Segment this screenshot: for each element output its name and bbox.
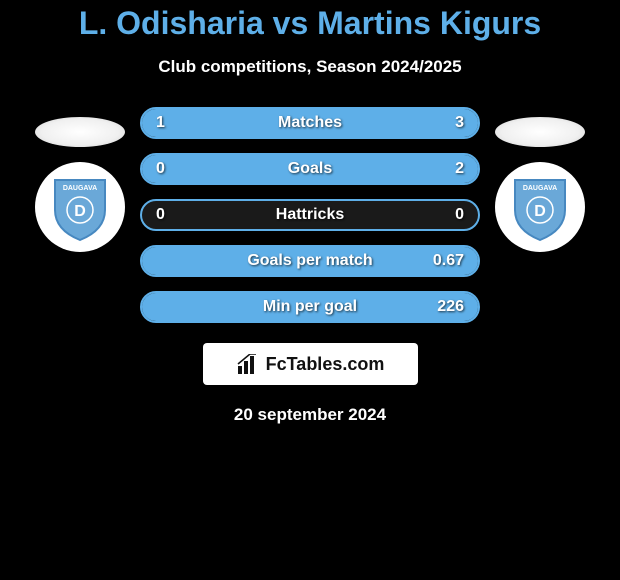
stat-fill-left	[142, 109, 226, 137]
stat-value-right: 2	[455, 160, 464, 178]
stat-value-left: 1	[156, 114, 165, 132]
stat-bar: 1 Matches 3	[140, 107, 480, 139]
stat-value-left: 0	[156, 206, 165, 224]
stat-value-right: 3	[455, 114, 464, 132]
chart-icon	[236, 354, 260, 374]
stat-bar: 0 Goals 2	[140, 153, 480, 185]
svg-text:D: D	[74, 203, 86, 220]
stat-label: Matches	[278, 114, 342, 132]
shield-icon: DAUGAVA D	[50, 172, 110, 242]
stat-value-right: 0.67	[433, 252, 464, 270]
svg-text:DAUGAVA: DAUGAVA	[523, 185, 557, 192]
player-right-club-badge: DAUGAVA D	[495, 162, 585, 252]
comparison-widget: L. Odisharia vs Martins Kigurs Club comp…	[0, 0, 620, 425]
brand-box[interactable]: FcTables.com	[203, 343, 418, 385]
date-text: 20 september 2024	[0, 405, 620, 425]
player-left-photo	[35, 117, 125, 147]
content-area: DAUGAVA D 1 Matches 3 0 Goals 2 0 Hattricks 0 Goa…	[0, 107, 620, 323]
stat-bar: Min per goal 226	[140, 291, 480, 323]
player-right-photo	[495, 117, 585, 147]
stat-value-right: 226	[437, 298, 464, 316]
stat-label: Hattricks	[276, 206, 344, 224]
player-left-column: DAUGAVA D	[35, 107, 125, 252]
stat-label: Goals per match	[247, 252, 372, 270]
shield-icon: DAUGAVA D	[510, 172, 570, 242]
page-title: L. Odisharia vs Martins Kigurs	[0, 5, 620, 42]
brand-text: FcTables.com	[266, 354, 385, 375]
player-right-column: DAUGAVA D	[495, 107, 585, 252]
stat-bar: 0 Hattricks 0	[140, 199, 480, 231]
stats-column: 1 Matches 3 0 Goals 2 0 Hattricks 0 Goals per mat…	[140, 107, 480, 323]
subtitle: Club competitions, Season 2024/2025	[0, 57, 620, 77]
stat-bar: Goals per match 0.67	[140, 245, 480, 277]
stat-fill-right	[226, 109, 478, 137]
stat-value-left: 0	[156, 160, 165, 178]
stat-value-right: 0	[455, 206, 464, 224]
player-left-club-badge: DAUGAVA D	[35, 162, 125, 252]
stat-label: Goals	[288, 160, 332, 178]
stat-label: Min per goal	[263, 298, 357, 316]
svg-text:DAUGAVA: DAUGAVA	[63, 185, 97, 192]
svg-text:D: D	[534, 203, 546, 220]
